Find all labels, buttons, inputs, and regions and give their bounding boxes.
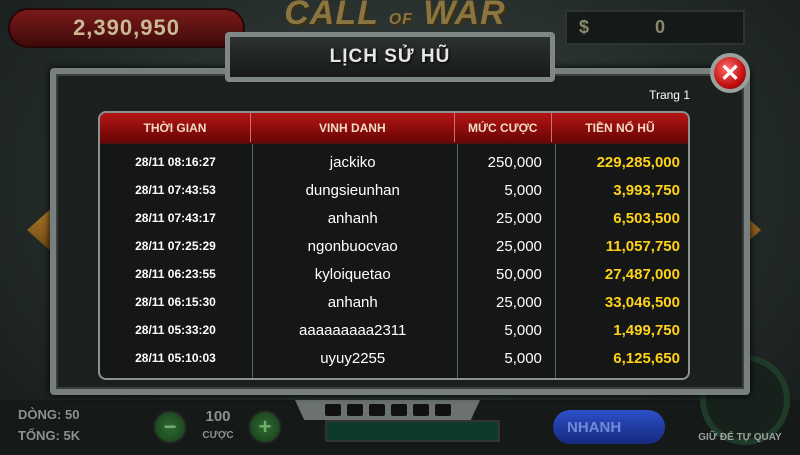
bet-value: 100: [205, 408, 231, 425]
col-player: VINH DANH: [251, 113, 455, 142]
row-bet: 25,000: [496, 209, 542, 227]
bet-label: CƯỢC: [202, 430, 234, 441]
row-player: aaaaaaaaa2311: [299, 321, 407, 339]
row-time: 28/11 06:15:30: [135, 295, 216, 309]
row-time: 28/11 05:10:03: [135, 351, 216, 365]
row-bet: 5,000: [504, 181, 542, 199]
lines-stat: DÒNG: 50: [18, 407, 79, 422]
page-indicator: Trang 1: [649, 88, 690, 102]
history-table: THỜI GIAN VINH DANH MỨC CƯỢC TIỀN NỔ HŨ …: [98, 111, 690, 380]
row-time: 28/11 07:25:29: [135, 239, 216, 253]
balance-display: $0: [565, 10, 745, 45]
row-player: kyloiquetao: [314, 265, 391, 283]
row-player: jackiko: [329, 153, 376, 171]
row-prize: 1,499,750: [613, 321, 680, 339]
row-time: 28/11 05:33:20: [135, 323, 216, 337]
row-prize: 3,993,750: [613, 181, 680, 199]
logo-part: OF: [388, 11, 413, 28]
row-time: 28/11 08:16:27: [135, 155, 216, 169]
frame-notch: [295, 400, 480, 420]
fast-label: NHANH: [567, 418, 622, 436]
row-prize: 11,057,750: [605, 237, 680, 255]
row-time: 28/11 07:43:53: [135, 183, 216, 197]
row-player: ngonbuocvao: [307, 237, 398, 255]
lines-value: 50: [64, 407, 80, 422]
table-row: 28/11 08:16:27 jackiko 250,000 229,285,000: [100, 148, 688, 176]
row-player: anhanh: [327, 293, 378, 311]
table-row: 28/11 07:43:17 anhanh 25,000 6,503,500: [100, 204, 688, 232]
row-prize: 229,285,000: [596, 153, 680, 171]
row-prize: 6,125,650: [613, 349, 680, 367]
spin-bar: [325, 420, 500, 442]
table-row: 28/11 07:25:29 ngonbuocvao 25,000 11,057,75…: [100, 232, 688, 260]
total-label: TỔNG:: [18, 428, 60, 443]
table-row: 28/11 05:33:20 aaaaaaaaa2311 5,000 1,499,75…: [100, 316, 688, 344]
col-bet: MỨC CƯỢC: [455, 113, 552, 142]
balance-value: 0: [655, 17, 666, 37]
table-row: 28/11 06:23:55 kyloiquetao 50,000 27,487,00…: [100, 260, 688, 288]
table-row: 28/11 06:15:30 anhanh 25,000 33,046,500: [100, 288, 688, 316]
increase-bet-button[interactable]: +: [248, 410, 282, 444]
row-prize: 33,046,500: [604, 293, 680, 311]
game-logo: CALL OF WAR: [265, 0, 525, 34]
jackpot-display: 2,390,950: [8, 8, 245, 48]
row-prize: 6,503,500: [613, 209, 680, 227]
table-row: 28/11 07:43:53 dungsieunhan 5,000 3,993,750: [100, 176, 688, 204]
table-row: 28/11 05:10:03 uyuy2255 5,000 6,125,650: [100, 344, 688, 372]
decrease-bet-button[interactable]: −: [153, 410, 187, 444]
row-player: anhanh: [327, 209, 378, 227]
row-time: 28/11 07:43:17: [135, 211, 216, 225]
close-button[interactable]: ✕: [710, 53, 750, 93]
row-bet: 5,000: [504, 349, 542, 367]
row-bet: 5,000: [504, 321, 542, 339]
col-time: THỜI GIAN: [100, 113, 251, 142]
row-player: uyuy2255: [320, 349, 386, 367]
logo-part: WAR: [423, 0, 506, 32]
table-header: THỜI GIAN VINH DANH MỨC CƯỢC TIỀN NỔ HŨ: [100, 113, 688, 144]
col-prize: TIỀN NỔ HŨ: [585, 120, 655, 135]
logo-part: CALL: [284, 0, 379, 32]
fast-button[interactable]: NHANH: [553, 410, 665, 444]
row-bet: 25,000: [496, 293, 542, 311]
row-bet: 25,000: [496, 237, 542, 255]
dollar-icon: $: [579, 17, 590, 37]
row-time: 28/11 06:23:55: [135, 267, 216, 281]
row-player: dungsieunhan: [305, 181, 400, 199]
row-prize: 27,487,000: [604, 265, 680, 283]
total-stat: TỔNG: 5K: [18, 428, 80, 443]
popup-title: LỊCH SỬ HŨ: [225, 32, 555, 82]
row-bet: 250,000: [487, 153, 542, 171]
auto-spin-label: GIỮ ĐỂ TỰ QUAY: [698, 432, 782, 443]
row-bet: 50,000: [496, 265, 542, 283]
total-value: 5K: [63, 428, 81, 443]
lines-label: DÒNG:: [18, 407, 62, 422]
